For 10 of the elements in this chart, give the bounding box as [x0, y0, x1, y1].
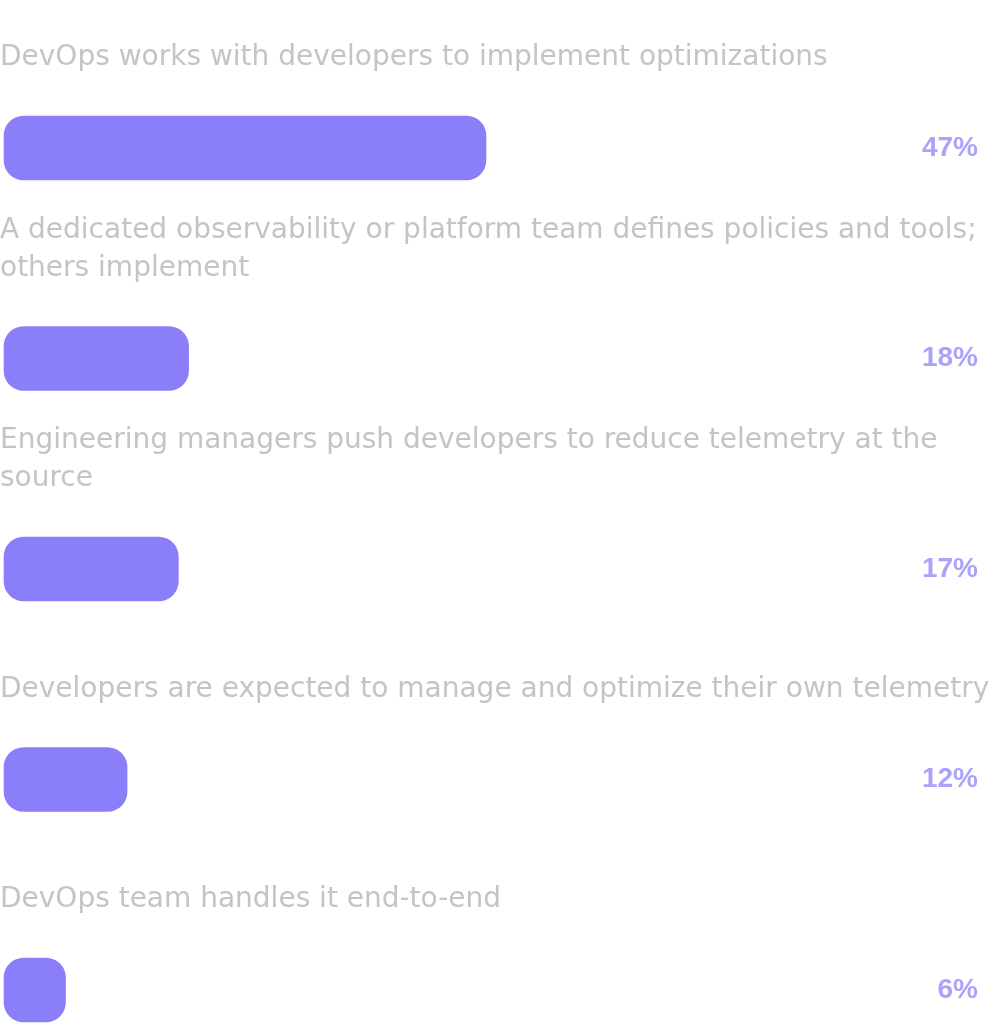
data-label: 6%	[937, 972, 979, 1004]
y-tick-label: DevOps team handles it end-to-end	[0, 881, 502, 915]
data-label: 12%	[921, 762, 979, 794]
y-tick-label: DevOps works with developers to implement optimizations	[0, 39, 828, 73]
y-tick-label: A dedicated observability or platform team defines policies and tools; others implement	[0, 211, 977, 283]
y-tick-label: Developers are expected to manage and optimize their own telemetry	[0, 670, 990, 704]
data-label: 17%	[921, 551, 979, 583]
data-label: 47%	[921, 130, 979, 162]
y-tick-label: Engineering managers push developers to reduce telemetry at the source	[0, 422, 938, 494]
data-label: 18%	[921, 341, 979, 373]
